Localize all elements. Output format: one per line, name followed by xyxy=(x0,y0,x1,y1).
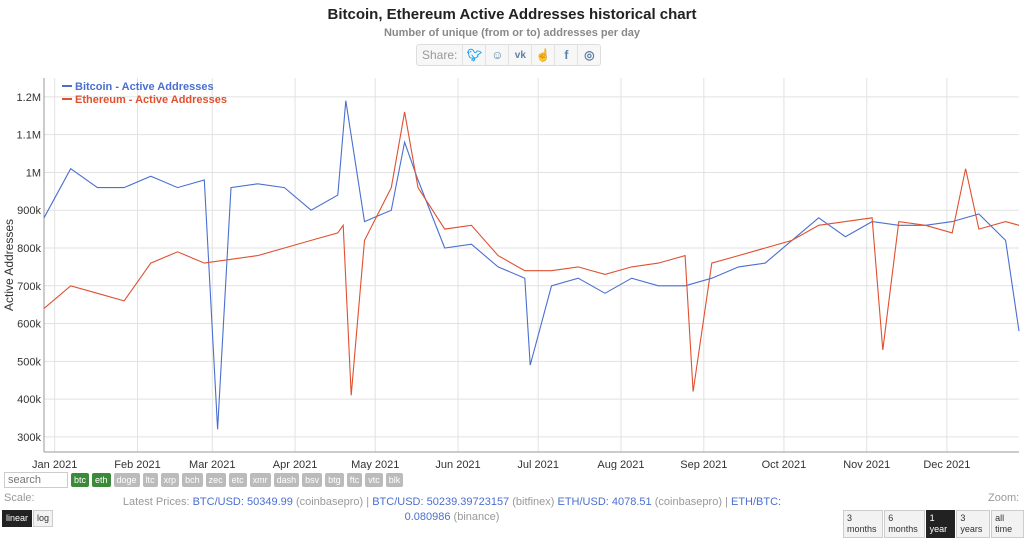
reddit-icon[interactable]: ☺ xyxy=(485,45,508,65)
price-pair: BTC/USD: xyxy=(372,496,424,508)
scale-log-button[interactable]: log xyxy=(33,510,54,527)
y-axis-label: Active Addresses xyxy=(2,219,16,311)
price-source: (coinbasepro) xyxy=(295,496,364,508)
latest-prices: Latest Prices: BTC/USD: 50349.99 (coinba… xyxy=(122,496,782,523)
coin-button-dash[interactable]: dash xyxy=(273,473,300,487)
series-line-ethereum xyxy=(43,111,1020,396)
coin-button-eth[interactable]: eth xyxy=(92,473,111,487)
coin-button-ftc[interactable]: ftc xyxy=(346,473,363,487)
share-label: Share: xyxy=(422,48,458,62)
scale-label: Scale: xyxy=(4,492,35,504)
like-icon[interactable]: ☝ xyxy=(531,45,554,65)
x-tick-label: Feb 2021 xyxy=(114,459,160,470)
x-tick-label: Jul 2021 xyxy=(517,459,559,470)
series-line-bitcoin xyxy=(43,100,1020,430)
coin-button-btc[interactable]: btc xyxy=(71,473,90,487)
x-tick-label: Sep 2021 xyxy=(680,459,727,470)
price-pair: ETH/BTC: xyxy=(730,496,782,508)
y-tick-label: 300k xyxy=(17,432,41,444)
x-tick-label: Jun 2021 xyxy=(435,459,480,470)
scale-linear-button[interactable]: linear xyxy=(2,510,33,527)
zoom-button-1-year[interactable]: 1 year xyxy=(925,510,956,538)
line-chart: 300k 400k 500k 600k 700k 800k 900k 1M 1.1M 1.2M Ja… xyxy=(2,78,1020,470)
y-tick-label: 800k xyxy=(17,243,41,255)
chart-subtitle: Number of unique (from or to) addresses … xyxy=(383,27,641,39)
coin-button-btg[interactable]: btg xyxy=(325,473,344,487)
search-input[interactable] xyxy=(4,472,68,488)
coin-button-blk[interactable]: blk xyxy=(385,473,404,487)
price-source: (binance) xyxy=(453,511,500,523)
zoom-button-6-months[interactable]: 6 months xyxy=(884,510,925,538)
scale-options: linear log xyxy=(2,510,54,527)
x-tick-label: Dec 2021 xyxy=(923,459,970,470)
coin-button-zec[interactable]: zec xyxy=(205,473,226,487)
y-tick-label: 600k xyxy=(17,319,41,331)
x-tick-label: Aug 2021 xyxy=(597,459,644,470)
coin-list: btc eth doge ltc xrp bch zec etc xmr dash bsv btg ft… xyxy=(71,473,404,487)
price-source: (coinbasepro) xyxy=(654,496,722,508)
x-tick-label: Mar 2021 xyxy=(189,459,235,470)
x-tick-label: May 2021 xyxy=(351,459,399,470)
legend-entry: Ethereum - Active Addresses xyxy=(75,94,227,106)
x-tick-label: Oct 2021 xyxy=(762,459,807,470)
y-tick-label: 1.1M xyxy=(17,130,41,142)
weibo-icon[interactable]: ◎ xyxy=(577,45,600,65)
legend-entry: Bitcoin - Active Addresses xyxy=(75,81,214,93)
zoom-button-3-months[interactable]: 3 months xyxy=(843,510,884,538)
chart-title: Bitcoin, Ethereum Active Addresses histo… xyxy=(327,6,697,23)
twitter-icon[interactable]: 🐦︎ xyxy=(462,45,485,65)
coin-selector: btcethdogeltcxrpbchzecetcxmrdashbsvbtgft… xyxy=(4,472,404,488)
coin-button-bch[interactable]: bch xyxy=(182,473,203,487)
coin-button-bsv[interactable]: bsv xyxy=(302,473,323,487)
coin-button-doge[interactable]: doge xyxy=(113,473,140,487)
price-pair: BTC/USD: xyxy=(192,496,244,508)
price-source: (bitfinex) xyxy=(512,496,555,508)
price-value: 4078.51 xyxy=(611,496,652,508)
y-tick-label: 1M xyxy=(26,167,41,179)
price-pair: ETH/USD: xyxy=(557,496,609,508)
x-tick-label: Apr 2021 xyxy=(273,459,318,470)
coin-button-etc[interactable]: etc xyxy=(228,473,247,487)
price-value: 50239.39723157 xyxy=(426,496,510,508)
y-tick-label: 700k xyxy=(17,281,41,293)
y-tick-label: 400k xyxy=(17,394,41,406)
x-tick-label: Jan 2021 xyxy=(32,459,77,470)
coin-button-xmr[interactable]: xmr xyxy=(249,473,271,487)
zoom-label: Zoom: xyxy=(988,492,1020,504)
vk-icon[interactable]: vk xyxy=(508,45,531,65)
price-value: 50349.99 xyxy=(246,496,293,508)
x-tick-label: Nov 2021 xyxy=(843,459,890,470)
coin-button-vtc[interactable]: vtc xyxy=(365,473,383,487)
share-bar: Share: 🐦︎ ☺ vk ☝ f ◎ xyxy=(416,44,602,66)
coin-button-xrp[interactable]: xrp xyxy=(160,473,180,487)
y-tick-label: 1.2M xyxy=(17,92,41,104)
prices-label: Latest Prices: xyxy=(122,496,190,508)
zoom-options: 3 months 6 months 1 year 3 years all time xyxy=(843,510,1024,538)
price-value: 0.080986 xyxy=(404,511,451,523)
coin-button-ltc[interactable]: ltc xyxy=(142,473,158,487)
y-tick-label: 900k xyxy=(17,205,41,217)
y-tick-label: 500k xyxy=(17,356,41,368)
facebook-icon[interactable]: f xyxy=(554,45,577,65)
